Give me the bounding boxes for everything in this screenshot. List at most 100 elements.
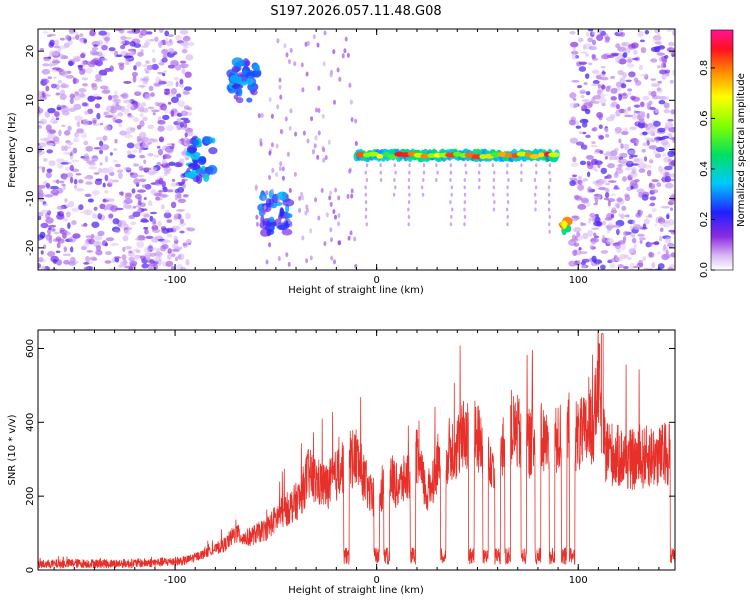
noise-right-speckle [649,159,654,164]
noise-left-speckle [165,260,174,267]
noise-left-speckle [118,63,125,71]
noise-right-speckle [663,102,670,109]
noise-left-speckle [52,138,57,142]
noise-left-speckle [100,144,110,151]
noise-left-speckle [38,211,44,217]
gap-speckle [321,113,325,119]
noise-left-speckle [165,209,170,214]
noise-right-speckle [661,153,667,157]
noise-left-speckle [129,260,138,267]
noise-left-speckle [112,94,119,99]
noise-right-speckle [573,217,581,220]
tone-line-smear [534,207,537,212]
noise-left-speckle [82,83,88,87]
noise-right-speckle [628,59,632,64]
noise-left-speckle [59,180,65,184]
noise-left-speckle [182,90,190,95]
noise-right-speckle [626,186,632,191]
noise-right-speckle [629,225,634,231]
noise-left-speckle [98,30,107,36]
gap-speckle [343,48,347,54]
gap-speckle [332,49,336,55]
cluster-b [238,80,248,86]
tone-line-smear [548,229,551,234]
noise-left-speckle [132,211,141,218]
noise-right-speckle [667,267,674,270]
noise-left-speckle [38,192,45,197]
noise-left-speckle [80,210,90,214]
gap-speckle [349,99,353,105]
noise-right-speckle [573,194,580,200]
noise-left-speckle [50,255,59,263]
y-tick-label: 0 [25,567,36,573]
noise-right-speckle [603,152,613,156]
noise-left-speckle [157,40,163,48]
noise-left-speckle [154,101,160,107]
noise-left-speckle [102,69,108,75]
noise-right-speckle [664,175,672,183]
noise-left-speckle [181,48,188,54]
noise-left-speckle [128,266,134,270]
tone-line-smear [407,222,410,227]
noise-right-speckle [583,223,587,226]
noise-left-speckle [110,205,119,212]
noise-right-speckle [585,53,590,57]
noise-right-speckle [650,78,657,81]
gap-speckle [337,195,341,201]
tone-line-smear [364,207,368,212]
cluster-b [245,71,256,79]
noise-right-speckle [648,183,656,190]
noise-left-speckle [88,162,97,166]
gap-speckle [314,135,318,141]
noise-right-speckle [644,29,650,35]
noise-left-speckle [57,80,62,84]
noise-left-speckle [61,70,68,77]
noise-left-speckle [100,85,109,90]
noise-right-speckle [664,122,674,128]
tone-line-peak [497,152,508,157]
noise-right-speckle [622,52,628,58]
noise-left-speckle [68,161,72,165]
noise-left-speckle [184,132,188,138]
cluster-b [250,89,258,96]
tone-line-smear [451,207,454,212]
noise-left-speckle [154,251,163,257]
cluster-b [237,87,243,97]
noise-left-speckle [118,172,123,179]
noise-left-speckle [88,166,98,170]
noise-left-speckle [45,182,51,189]
noise-left-speckle [111,257,116,264]
noise-left-speckle [48,142,56,146]
noise-left-speckle [53,76,57,79]
noise-right-speckle [577,184,585,191]
noise-left-speckle [147,106,155,110]
noise-right-speckle [604,191,610,199]
noise-right-speckle [580,88,585,92]
noise-left-speckle [98,149,104,155]
noise-left-speckle [161,260,166,267]
noise-left-speckle [47,76,53,80]
noise-right-speckle [613,184,619,190]
noise-left-speckle [51,115,55,121]
noise-right-speckle [651,179,659,183]
noise-right-speckle [658,165,663,173]
noise-left-speckle [99,203,106,210]
noise-left-speckle [97,167,103,174]
noise-left-speckle [55,92,61,96]
noise-left-speckle [94,79,103,82]
noise-right-speckle [672,29,675,36]
noise-right-speckle [638,168,646,173]
noise-right-speckle [581,104,587,112]
noise-right-speckle [600,84,606,90]
noise-left-speckle [87,62,96,68]
noise-right-speckle [630,154,638,158]
gap-speckle [293,61,297,67]
gap-speckle [255,221,259,227]
gap-speckle [310,116,314,122]
noise-left-speckle [91,117,98,124]
noise-left-speckle [124,194,132,199]
colorbar-tick-label: 0.6 [699,110,710,126]
noise-left-speckle [179,29,189,35]
noise-right-speckle [579,251,588,255]
noise-left-speckle [55,250,61,254]
